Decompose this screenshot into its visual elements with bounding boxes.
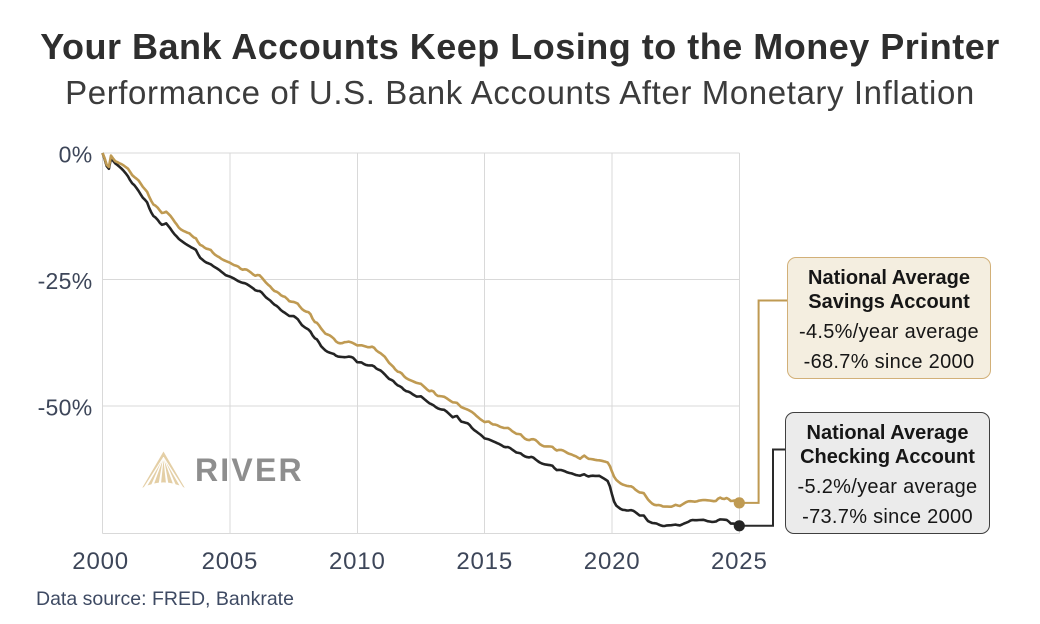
svg-text:-50%: -50% [38, 394, 93, 420]
svg-text:RIVER: RIVER [195, 452, 304, 488]
svg-text:2010: 2010 [329, 548, 386, 575]
svg-text:2000: 2000 [72, 548, 129, 575]
svg-text:2025: 2025 [711, 548, 768, 575]
svg-text:2015: 2015 [456, 548, 513, 575]
svg-text:2020: 2020 [584, 548, 641, 575]
svg-text:-25%: -25% [38, 268, 93, 294]
svg-text:0%: 0% [59, 141, 93, 167]
svg-text:2005: 2005 [202, 548, 259, 575]
